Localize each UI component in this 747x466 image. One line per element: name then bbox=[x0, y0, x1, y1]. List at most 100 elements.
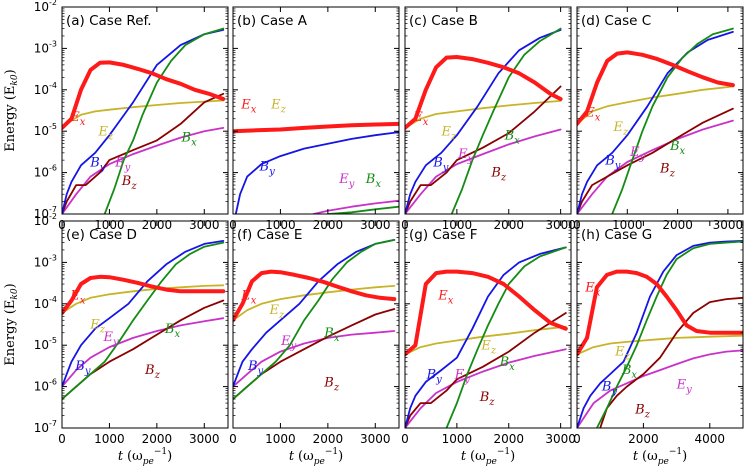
label-by: By bbox=[89, 155, 106, 173]
x-axis-label: t (ωpe−1) bbox=[118, 447, 172, 466]
series-ey-line bbox=[62, 127, 225, 214]
label-main: E bbox=[98, 124, 109, 139]
label-subscript: x bbox=[174, 329, 180, 340]
y-tick-base: 10 bbox=[34, 380, 49, 394]
label-bx: Bx bbox=[499, 355, 516, 373]
y-tick-label: 10-6 bbox=[34, 378, 57, 394]
label-subscript: y bbox=[435, 374, 442, 385]
y-axis-label-end: ) bbox=[3, 283, 18, 288]
label-main: E bbox=[437, 289, 448, 304]
y-tick-label: 10-4 bbox=[34, 81, 57, 97]
y-axis-label: Energy (Ek0) bbox=[3, 283, 20, 365]
label-subscript: y bbox=[290, 341, 297, 352]
axes-frame bbox=[61, 220, 229, 429]
y-tick-base: 10 bbox=[34, 338, 49, 352]
label-subscript: x bbox=[80, 296, 86, 307]
label-main: E bbox=[269, 303, 280, 318]
series-ez-line bbox=[62, 284, 225, 314]
axes-frame bbox=[404, 6, 572, 215]
y-tick-label: 10-4 bbox=[34, 295, 57, 311]
label-main: B bbox=[659, 162, 670, 177]
series-bx-line bbox=[62, 241, 225, 401]
label-subscript: y bbox=[610, 387, 617, 398]
label-subscript: x bbox=[514, 135, 520, 146]
label-bx: Bx bbox=[365, 172, 382, 190]
y-tick-label: 10-5 bbox=[34, 336, 57, 352]
panel-title: (d) Case C bbox=[581, 13, 651, 29]
label-main: E bbox=[69, 110, 80, 125]
label-ez: Ez bbox=[613, 120, 630, 138]
label-subscript: z bbox=[490, 345, 497, 356]
series-bx-line bbox=[611, 27, 734, 214]
series-by-line bbox=[577, 239, 743, 428]
series-ex-line bbox=[62, 274, 226, 315]
series-ex-line bbox=[577, 50, 735, 126]
series-ey-line bbox=[62, 317, 225, 388]
series-bz-line bbox=[405, 85, 562, 214]
series-bz-line bbox=[62, 299, 225, 401]
label-main: E bbox=[240, 97, 251, 112]
x-tick-label: 0 bbox=[573, 432, 581, 446]
x-tick-label: 0 bbox=[401, 432, 409, 446]
series-bx-line bbox=[233, 238, 396, 401]
series-ez-line bbox=[62, 99, 225, 129]
label-by: By bbox=[426, 367, 443, 385]
y-tick-base: 10 bbox=[34, 255, 49, 269]
label-main: E bbox=[454, 367, 465, 382]
y-tick-exponent: -4 bbox=[49, 295, 57, 304]
label-ex: Ex bbox=[437, 289, 454, 307]
panel-e: 10-710-610-510-410-310-20 1000 2000 3000(e)… bbox=[34, 212, 229, 446]
label-subscript: z bbox=[488, 397, 495, 408]
label-subscript: y bbox=[124, 162, 131, 173]
label-subscript: z bbox=[622, 127, 629, 138]
label-main: B bbox=[164, 322, 175, 337]
x-tick-label: 1000 bbox=[442, 432, 473, 446]
label-bx: Bx bbox=[621, 363, 638, 381]
y-tick-exponent: -5 bbox=[49, 336, 57, 345]
y-tick-label: 10-6 bbox=[34, 164, 57, 180]
x-tick-label: 1000 bbox=[265, 432, 296, 446]
axes-frame bbox=[576, 6, 744, 215]
label-subscript: x bbox=[251, 104, 257, 115]
y-tick-exponent: -4 bbox=[49, 81, 57, 90]
label-bz: Bz bbox=[490, 166, 507, 184]
x-tick-label: 2000 bbox=[662, 218, 693, 232]
label-subscript: z bbox=[130, 181, 137, 192]
x-tick-label: 3000 bbox=[360, 432, 391, 446]
x-tick-label: 0 bbox=[58, 432, 66, 446]
label-main: B bbox=[621, 363, 632, 378]
series-by-line bbox=[405, 28, 562, 214]
label-ey: Ey bbox=[457, 147, 474, 165]
label-bz: Bz bbox=[479, 390, 496, 408]
label-main: B bbox=[323, 326, 334, 341]
y-tick-label: 10-7 bbox=[34, 419, 57, 435]
label-subscript: y bbox=[639, 152, 646, 163]
panel-title: (b) Case A bbox=[237, 13, 308, 29]
label-main: B bbox=[634, 403, 645, 418]
x-axis-label-sub: pe bbox=[486, 457, 497, 466]
panel-title: (g) Case F bbox=[409, 227, 478, 243]
y-tick-label: 10-3 bbox=[34, 39, 57, 55]
series-ez-line bbox=[233, 284, 396, 322]
y-axis-label-end: ) bbox=[3, 69, 18, 74]
x-axis-label-unit: (ω bbox=[642, 449, 658, 464]
y-tick-label: 10-2 bbox=[34, 212, 57, 228]
series-ey-line bbox=[312, 199, 399, 214]
label-subscript: y bbox=[442, 162, 449, 173]
panel-title: (f) Case E bbox=[237, 227, 302, 243]
series-ez-line bbox=[405, 325, 567, 356]
label-subscript: x bbox=[631, 370, 637, 381]
series-bx-line bbox=[450, 27, 562, 214]
label-ex: Ex bbox=[240, 97, 256, 115]
label-main: E bbox=[240, 289, 251, 304]
label-main: B bbox=[601, 380, 612, 395]
x-axis-label-unit: (ω bbox=[127, 449, 143, 464]
axes-frame bbox=[232, 6, 400, 215]
label-ez: Ez bbox=[480, 338, 497, 356]
label-main: E bbox=[103, 330, 114, 345]
series-ex-line bbox=[62, 60, 226, 130]
label-subscript: y bbox=[348, 179, 355, 190]
